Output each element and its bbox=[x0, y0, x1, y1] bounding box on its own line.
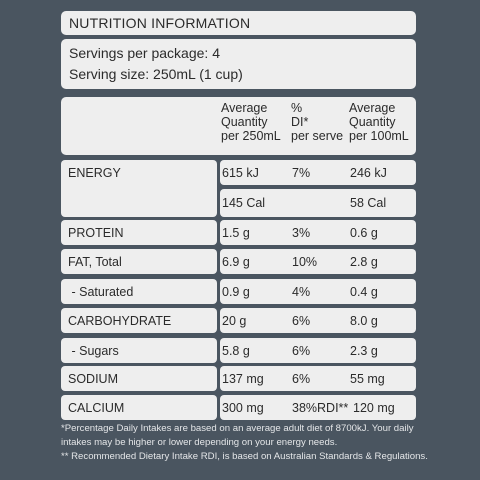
servings-per-package: Servings per package: 4 bbox=[69, 45, 220, 61]
table-row-energy: ENERGY 615 kJ 7% 246 kJ 145 Cal 58 Cal bbox=[61, 160, 416, 217]
panel-title: NUTRITION INFORMATION bbox=[61, 11, 416, 35]
row-di: 6% bbox=[292, 371, 311, 386]
table-row-sugars: - Sugars 5.8 g 6% 2.3 g bbox=[61, 338, 416, 363]
header-avg-per-serve: Average Quantity per 250mL bbox=[221, 101, 281, 143]
table-row-sodium: SODIUM 137 mg 6% 55 mg bbox=[61, 366, 416, 391]
row-di: 7% bbox=[292, 165, 311, 180]
serving-size: Serving size: 250mL (1 cup) bbox=[69, 66, 243, 82]
row-label: PROTEIN bbox=[68, 225, 124, 240]
row-qty: 615 kJ bbox=[222, 165, 259, 180]
row-qty: 20 g bbox=[222, 313, 247, 328]
row-qty: 300 mg bbox=[222, 400, 264, 415]
row-di: 4% bbox=[292, 284, 311, 299]
row-per100: 120 mg bbox=[353, 400, 395, 415]
row-qty: 1.5 g bbox=[222, 225, 250, 240]
footnote-1: *Percentage Daily Intakes are based on a… bbox=[61, 423, 414, 434]
row-label: CARBOHYDRATE bbox=[68, 313, 172, 328]
row-per100: 55 mg bbox=[350, 371, 385, 386]
header-avg-per-100ml: Average Quantity per 100mL bbox=[349, 101, 409, 143]
row-di: 6% bbox=[292, 343, 311, 358]
row-qty-cal: 145 Cal bbox=[222, 196, 266, 210]
row-per100: 8.0 g bbox=[350, 313, 378, 328]
row-per100: 0.6 g bbox=[350, 225, 378, 240]
row-per100: 246 kJ bbox=[350, 165, 387, 180]
footnote-2: intakes may be higher or lower depending… bbox=[61, 437, 338, 448]
row-qty: 137 mg bbox=[222, 371, 264, 386]
row-qty: 6.9 g bbox=[222, 254, 250, 269]
row-per100: 0.4 g bbox=[350, 284, 378, 299]
row-per100-cal: 58 Cal bbox=[350, 196, 387, 210]
row-per100: 2.8 g bbox=[350, 254, 378, 269]
row-label: CALCIUM bbox=[68, 400, 125, 415]
row-di: 6% bbox=[292, 313, 311, 328]
footnotes: *Percentage Daily Intakes are based on a… bbox=[61, 422, 461, 464]
row-qty: 5.8 g bbox=[222, 343, 250, 358]
row-label: FAT, Total bbox=[68, 254, 122, 269]
row-label: ENERGY bbox=[68, 165, 121, 180]
footnote-3: ** Recommended Dietary Intake RDI, is ba… bbox=[61, 451, 428, 462]
row-di: 38%RDI** bbox=[292, 400, 349, 415]
row-label: - Saturated bbox=[68, 284, 134, 299]
table-row-protein: PROTEIN 1.5 g 3% 0.6 g bbox=[61, 220, 416, 245]
servings-box: Servings per package: 4 Serving size: 25… bbox=[61, 39, 416, 89]
table-row-fat-total: FAT, Total 6.9 g 10% 2.8 g bbox=[61, 249, 416, 274]
row-di: 3% bbox=[292, 225, 311, 240]
row-qty: 0.9 g bbox=[222, 284, 250, 299]
table-row-saturated: - Saturated 0.9 g 4% 0.4 g bbox=[61, 279, 416, 304]
header-percent-di: % DI* per serve bbox=[291, 101, 344, 143]
row-label: SODIUM bbox=[68, 371, 118, 386]
table-row-calcium: CALCIUM 300 mg 38%RDI** 120 mg bbox=[61, 395, 416, 420]
row-di: 10% bbox=[292, 254, 318, 269]
row-per100: 2.3 g bbox=[350, 343, 378, 358]
row-label: - Sugars bbox=[68, 343, 119, 358]
table-header: Average Quantity per 250mL % DI* per serve A… bbox=[61, 97, 416, 155]
panel-title-text: NUTRITION INFORMATION bbox=[69, 15, 251, 31]
table-row-carbohydrate: CARBOHYDRATE 20 g 6% 8.0 g bbox=[61, 308, 416, 333]
